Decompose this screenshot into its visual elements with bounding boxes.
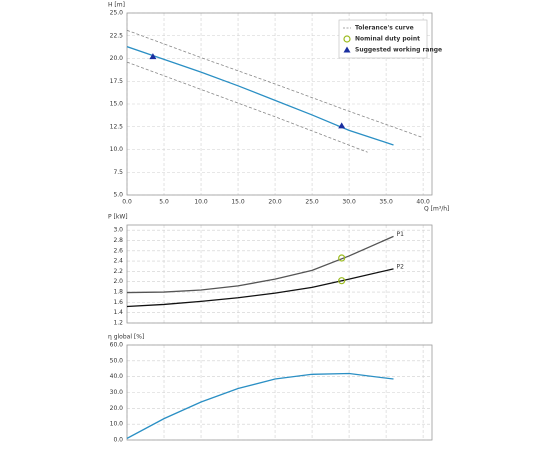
curve: [126, 29, 424, 139]
y-tick-label: 2.8: [113, 237, 123, 244]
legend-label: Tolerance's curve: [355, 25, 414, 32]
y-tick-label: 10.0: [110, 421, 124, 428]
duty-point: [338, 254, 346, 262]
x-tick-label: 20.0: [268, 199, 282, 206]
legend-label: Nominal duty point: [355, 36, 420, 43]
working-range-point: [149, 53, 157, 60]
curve: [126, 268, 394, 308]
duty-point: [338, 277, 346, 285]
y-tick-label: 30.0: [110, 389, 124, 396]
y-tick-label: 2.0: [113, 278, 123, 285]
x-tick-label: 10.0: [194, 199, 208, 206]
y-tick-label: 1.2: [113, 320, 123, 327]
y-tick-label: 2.4: [113, 258, 123, 265]
y-tick-label: 2.6: [113, 247, 123, 254]
y-tick-label: 2.2: [113, 268, 123, 275]
plot-frame: [126, 224, 433, 324]
y-tick-label: 3.0: [113, 227, 123, 234]
y-tick-label: 1.6: [113, 299, 123, 306]
y-tick-label: 50.0: [110, 357, 124, 364]
curve: [126, 61, 368, 153]
y-axis-title: H [m]: [108, 2, 125, 9]
x-axis-title: Q [m³/h]: [424, 206, 449, 213]
y-tick-label: 0.0: [113, 437, 123, 444]
plot-frame: [126, 12, 433, 196]
y-tick-label: 20.0: [110, 55, 124, 62]
y-tick-label: 1.4: [113, 309, 123, 316]
curve: [126, 235, 394, 294]
y-axis-title: P [kW]: [108, 214, 128, 221]
y-tick-label: 10.0: [110, 146, 124, 153]
y-tick-label: 25.0: [110, 10, 124, 17]
y-tick-label: 5.0: [113, 192, 123, 199]
y-tick-label: 17.5: [110, 78, 124, 85]
plot-frame: [126, 344, 433, 441]
y-tick-label: 22.5: [110, 32, 124, 39]
x-tick-label: 25.0: [305, 199, 319, 206]
legend-label: Suggested working range: [355, 47, 442, 54]
y-axis-title: η global [%]: [108, 334, 144, 341]
curve-label: P1: [397, 231, 405, 238]
legend-symbol: [343, 35, 351, 43]
legend-symbol: [343, 46, 351, 53]
y-tick-label: 60.0: [110, 342, 124, 349]
x-tick-label: 35.0: [379, 199, 393, 206]
y-tick-label: 1.8: [113, 289, 123, 296]
x-tick-label: 30.0: [342, 199, 356, 206]
y-tick-label: 7.5: [113, 169, 123, 176]
curve: [126, 372, 394, 439]
legend-box: [338, 19, 428, 59]
x-tick-label: 40.0: [416, 199, 430, 206]
y-tick-label: 15.0: [110, 101, 124, 108]
working-range-point: [338, 122, 346, 129]
y-tick-label: 40.0: [110, 373, 124, 380]
x-tick-label: 0.0: [122, 199, 132, 206]
y-tick-label: 12.5: [110, 123, 124, 130]
y-tick-label: 20.0: [110, 405, 124, 412]
x-tick-label: 5.0: [159, 199, 169, 206]
curve-label: P2: [397, 263, 405, 270]
x-tick-label: 15.0: [231, 199, 245, 206]
